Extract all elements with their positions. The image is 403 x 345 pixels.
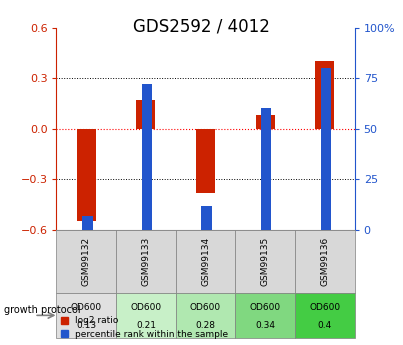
Legend: log2 ratio, percentile rank within the sample: log2 ratio, percentile rank within the s… [61, 316, 229, 339]
Text: GSM99136: GSM99136 [320, 237, 329, 286]
Bar [137, 100, 155, 129]
Bar [256, 115, 274, 129]
Text: OD600: OD600 [190, 303, 221, 312]
Text: 0.34: 0.34 [255, 321, 275, 330]
Text: GSM99132: GSM99132 [82, 237, 91, 286]
Text: OD600: OD600 [130, 303, 162, 312]
Text: OD600: OD600 [249, 303, 281, 312]
Bar [202, 206, 212, 230]
Text: GSM99135: GSM99135 [261, 237, 270, 286]
Bar [142, 84, 152, 230]
Text: GSM99134: GSM99134 [201, 237, 210, 286]
Text: GDS2592 / 4012: GDS2592 / 4012 [133, 17, 270, 35]
Text: 0.28: 0.28 [195, 321, 216, 330]
Text: 0.4: 0.4 [318, 321, 332, 330]
Bar [316, 61, 334, 129]
Text: OD600: OD600 [309, 303, 341, 312]
Bar [82, 216, 93, 230]
Bar [261, 108, 272, 230]
Bar [321, 68, 331, 230]
Text: 0.21: 0.21 [136, 321, 156, 330]
Text: OD600: OD600 [71, 303, 102, 312]
Text: growth protocol: growth protocol [4, 305, 81, 315]
Bar [77, 129, 96, 221]
Text: 0.13: 0.13 [76, 321, 96, 330]
Bar [196, 129, 215, 193]
Text: GSM99133: GSM99133 [141, 237, 150, 286]
